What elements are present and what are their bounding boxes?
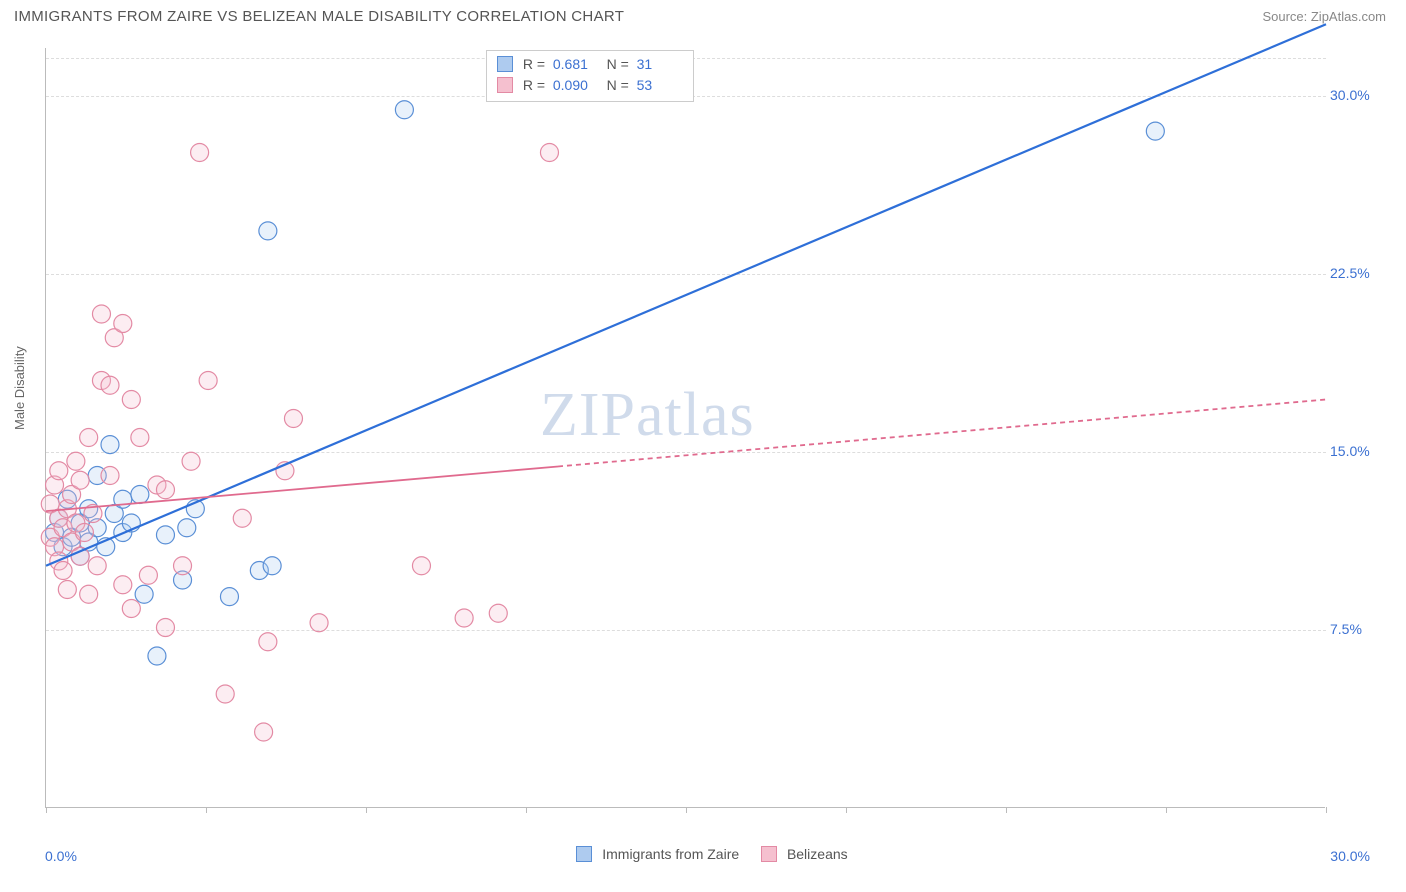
data-point (122, 391, 140, 409)
source-credit: Source: ZipAtlas.com (1262, 9, 1386, 24)
x-tick (206, 807, 207, 813)
r-value-zaire: 0.681 (553, 54, 599, 75)
data-point (58, 581, 76, 599)
n-label: N = (607, 77, 629, 93)
x-tick (1326, 807, 1327, 813)
watermark-atlas: atlas (636, 381, 755, 449)
data-point (131, 429, 149, 447)
data-point (50, 462, 68, 480)
y-tick-label: 15.0% (1330, 443, 1385, 459)
series-name-zaire: Immigrants from Zaire (602, 846, 739, 862)
data-point (1146, 122, 1164, 140)
data-point (259, 222, 277, 240)
data-point (122, 600, 140, 618)
data-point (489, 604, 507, 622)
series-legend: Immigrants from Zaire Belizeans (0, 846, 1406, 862)
data-point (191, 144, 209, 162)
x-tick (46, 807, 47, 813)
data-point (114, 315, 132, 333)
data-point (310, 614, 328, 632)
data-point (114, 576, 132, 594)
data-point (412, 557, 430, 575)
data-point (135, 585, 153, 603)
y-axis-label: Male Disability (12, 346, 27, 430)
data-point (199, 372, 217, 390)
y-tick-label: 22.5% (1330, 265, 1385, 281)
data-point (233, 509, 251, 527)
chart-title: IMMIGRANTS FROM ZAIRE VS BELIZEAN MALE D… (14, 8, 624, 25)
legend-swatch-belizeans (497, 77, 513, 93)
data-point (71, 471, 89, 489)
data-point (80, 429, 98, 447)
data-point (255, 723, 273, 741)
trend-line (46, 466, 558, 511)
watermark-zip: ZIP (540, 381, 636, 449)
x-tick (1006, 807, 1007, 813)
data-point (178, 519, 196, 537)
y-tick-label: 7.5% (1330, 621, 1385, 637)
data-point (455, 609, 473, 627)
r-label: R = (523, 56, 545, 72)
legend-swatch-zaire-bottom (576, 846, 592, 862)
y-tick-label: 30.0% (1330, 87, 1385, 103)
data-point (284, 410, 302, 428)
data-point (54, 562, 72, 580)
data-point (156, 481, 174, 499)
data-point (131, 486, 149, 504)
n-value-belizeans: 53 (637, 75, 683, 96)
data-point (67, 452, 85, 470)
x-tick (846, 807, 847, 813)
correlation-legend: R = 0.681 N = 31 R = 0.090 N = 53 (486, 50, 694, 102)
legend-swatch-belizeans-bottom (761, 846, 777, 862)
data-point (75, 524, 93, 542)
data-point (101, 436, 119, 454)
data-point (101, 467, 119, 485)
data-point (540, 144, 558, 162)
data-point (101, 376, 119, 394)
data-point (156, 526, 174, 544)
data-point (88, 557, 106, 575)
n-value-zaire: 31 (637, 54, 683, 75)
data-point (182, 452, 200, 470)
x-tick (526, 807, 527, 813)
data-point (80, 585, 98, 603)
data-point (220, 588, 238, 606)
data-point (259, 633, 277, 651)
data-point (395, 101, 413, 119)
data-point (71, 547, 89, 565)
data-point (174, 557, 192, 575)
data-point (156, 619, 174, 637)
r-label: R = (523, 77, 545, 93)
data-point (216, 685, 234, 703)
legend-swatch-zaire (497, 56, 513, 72)
trend-line (46, 24, 1326, 566)
x-tick (1166, 807, 1167, 813)
x-tick (366, 807, 367, 813)
n-label: N = (607, 56, 629, 72)
legend-row-zaire: R = 0.681 N = 31 (497, 54, 683, 75)
legend-row-belizeans: R = 0.090 N = 53 (497, 75, 683, 96)
series-name-belizeans: Belizeans (787, 846, 848, 862)
x-tick (686, 807, 687, 813)
data-point (92, 305, 110, 323)
data-point (148, 647, 166, 665)
r-value-belizeans: 0.090 (553, 75, 599, 96)
data-point (139, 566, 157, 584)
watermark: ZIPatlas (540, 380, 755, 451)
data-point (263, 557, 281, 575)
